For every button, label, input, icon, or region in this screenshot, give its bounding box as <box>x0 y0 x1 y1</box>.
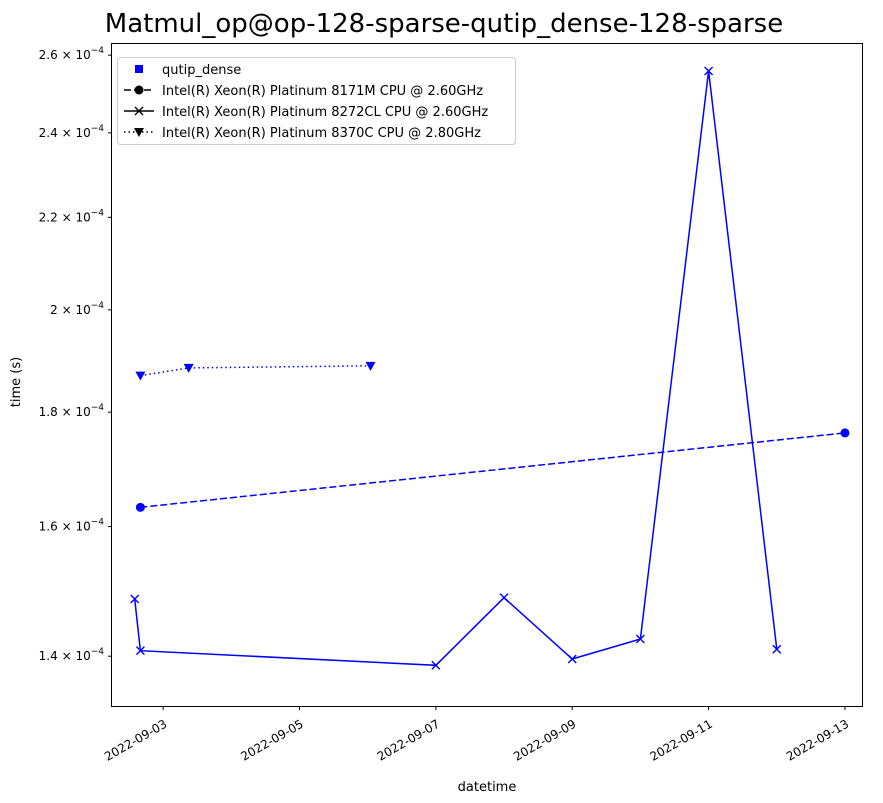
y-tick-label: 2.6 × 10−4 <box>39 46 105 62</box>
y-tick-label: 2 × 10−4 <box>50 301 104 317</box>
x-axis: 2022-09-03 2022-09-05 2022-09-07 2022-09-09… <box>102 706 851 764</box>
data-point <box>840 428 850 438</box>
x-tick-label: 2022-09-03 <box>102 717 169 764</box>
legend: qutip_dense Intel(R) Xeon(R) Platinum 817… <box>117 57 516 145</box>
data-point <box>365 361 376 371</box>
legend-marker <box>134 106 144 116</box>
legend-marker <box>134 85 144 95</box>
y-tick-label: 1.6 × 10−4 <box>39 518 105 534</box>
x-tick-label: 2022-09-11 <box>647 717 714 764</box>
data-point <box>431 660 441 670</box>
data-point <box>635 634 645 644</box>
series-line <box>140 365 371 377</box>
legend-label: qutip_dense <box>162 63 241 78</box>
plot-area <box>111 43 863 707</box>
legend-marker <box>135 65 143 73</box>
series-line <box>133 70 778 667</box>
data-point <box>567 654 577 664</box>
y-axis: 1.4 × 10−4 1.6 × 10−4 1.8 × 10−4 2 × 10−4 2.… <box>39 46 112 663</box>
x-tick-label: 2022-09-05 <box>238 717 305 764</box>
legend-label: Intel(R) Xeon(R) Platinum 8171M CPU @ 2.… <box>162 84 483 99</box>
data-point <box>135 502 145 512</box>
data-point <box>704 66 714 76</box>
y-tick-label: 2.2 × 10−4 <box>39 208 105 224</box>
y-tick-label: 1.8 × 10−4 <box>39 403 105 419</box>
data-point <box>135 646 145 656</box>
x-tick-label: 2022-09-07 <box>375 717 442 764</box>
data-point <box>130 594 140 604</box>
legend-marker <box>134 128 144 137</box>
data-point <box>772 644 782 654</box>
legend-label: Intel(R) Xeon(R) Platinum 8370C CPU @ 2.… <box>162 126 481 141</box>
data-point <box>135 371 146 381</box>
legend-box <box>117 57 516 145</box>
series-line <box>140 432 846 509</box>
y-tick-label: 2.4 × 10−4 <box>39 124 105 140</box>
x-tick-label: 2022-09-13 <box>784 717 851 764</box>
data-point <box>499 593 509 603</box>
x-tick-label: 2022-09-09 <box>511 717 578 764</box>
legend-label: Intel(R) Xeon(R) Platinum 8272CL CPU @ 2… <box>162 105 488 120</box>
chart-title: Matmul_op@op-128-sparse-qutip_dense-128-… <box>105 9 783 39</box>
y-axis-label: time (s) <box>9 357 24 407</box>
x-axis-label: datetime <box>458 780 517 795</box>
y-tick-label: 1.4 × 10−4 <box>39 647 105 663</box>
data-point <box>183 363 194 373</box>
series-layer <box>130 66 850 670</box>
